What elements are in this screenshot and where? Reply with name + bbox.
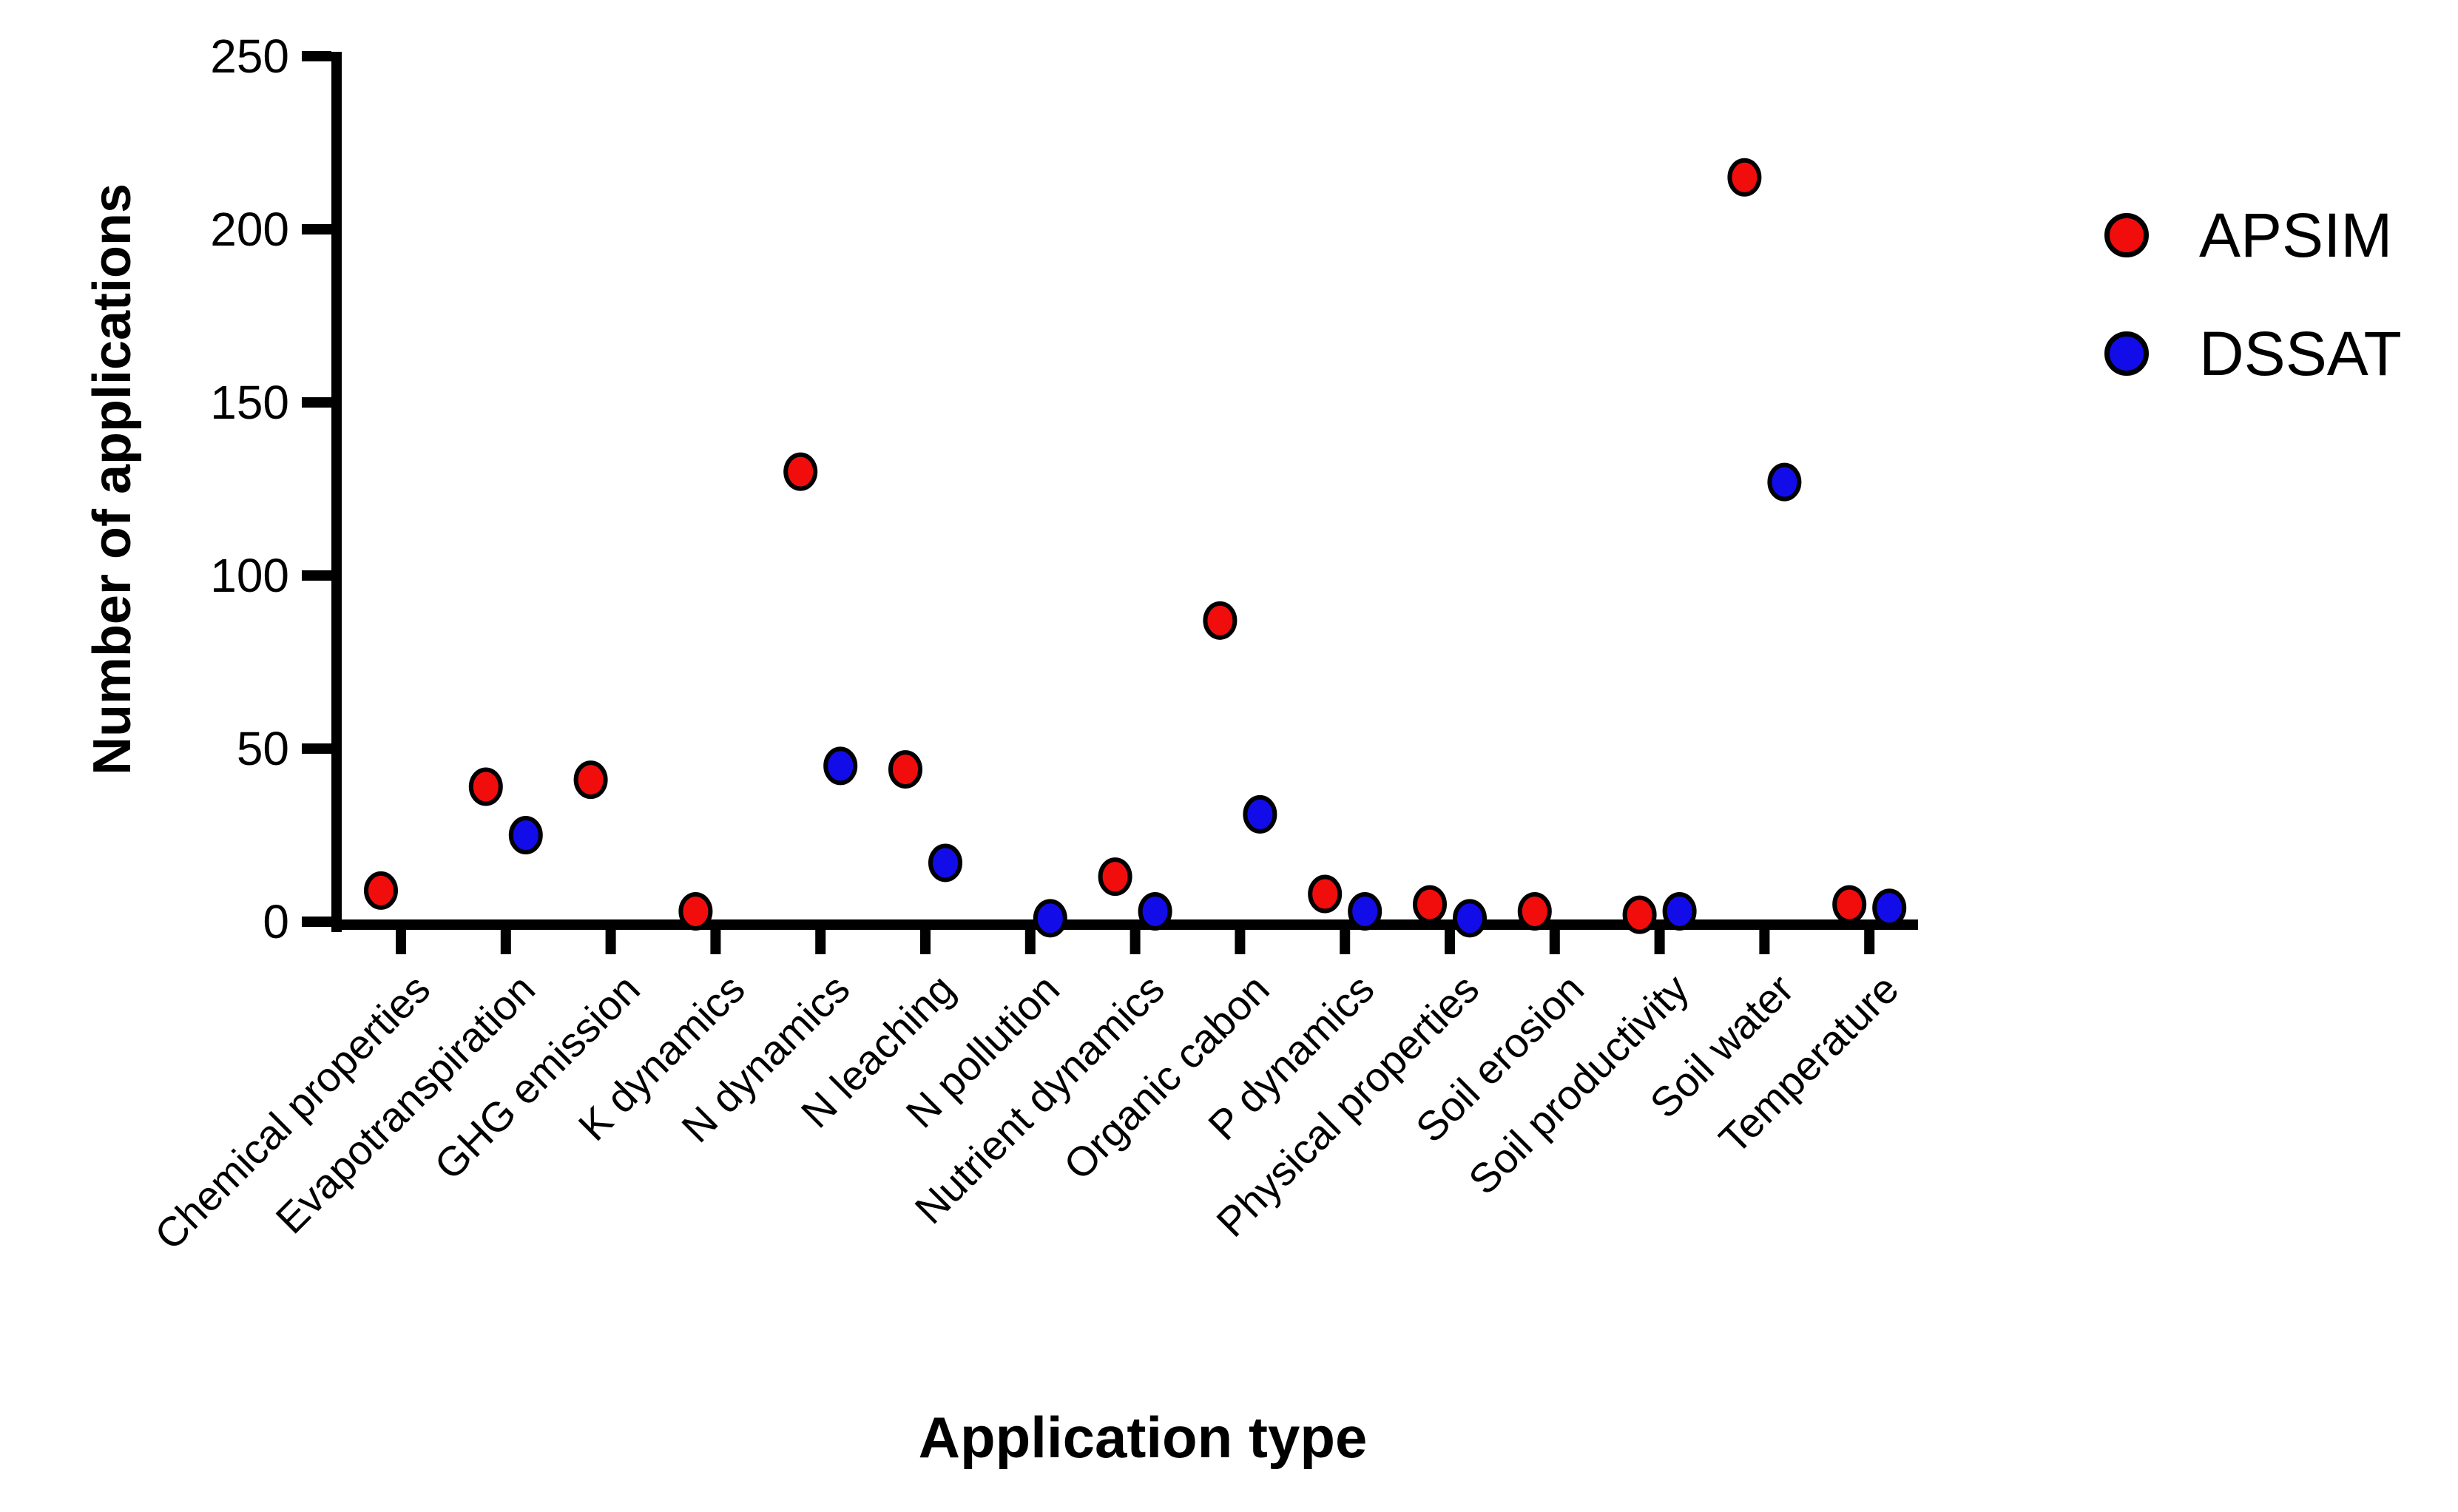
data-point-apsim-soil-erosion [1517,891,1552,931]
legend-item-apsim: APSIM [2104,204,2402,266]
data-point-dssat-n-dynamics [823,746,858,786]
data-point-dssat-nutrient-dynamics [1138,891,1172,931]
x-tick [1759,925,1770,954]
y-tick-label: 200 [210,203,289,256]
data-point-apsim-soil-water [1727,158,1762,197]
apsim-marker-icon [2104,213,2149,257]
y-tick [302,570,331,581]
x-tick [920,925,931,954]
data-point-apsim-chemical-properties [364,871,398,910]
data-point-dssat-temperature [1872,888,1907,928]
data-point-dssat-n-pollution [1033,899,1067,938]
x-tick [710,925,721,954]
legend-label-apsim: APSIM [2199,200,2393,270]
data-point-dssat-evapotranspiration [508,816,543,854]
data-point-apsim-ghg-emission [573,760,608,800]
data-point-apsim-p-dynamics [1308,874,1343,914]
data-point-dssat-organic-cabon [1243,794,1277,834]
legend: APSIM DSSAT [2104,204,2402,385]
x-tick [1235,925,1246,954]
x-tick [1340,925,1351,954]
data-point-apsim-n-leaching [888,750,922,789]
data-point-apsim-n-dynamics [783,452,818,491]
x-tick [605,925,616,954]
y-tick-label: 50 [237,722,289,775]
data-point-apsim-temperature [1832,885,1867,924]
y-axis-line [331,52,342,932]
y-tick [302,51,331,61]
x-tick [1445,925,1455,954]
y-tick [302,743,331,754]
x-tick [1864,925,1875,954]
y-tick-label: 0 [263,895,289,948]
data-point-dssat-p-dynamics [1348,891,1382,931]
data-point-apsim-soil-productivity [1622,895,1657,934]
x-tick [1549,925,1560,954]
y-tick-label: 250 [210,30,289,83]
x-tick [1024,925,1036,954]
legend-label-dssat: DSSAT [2199,319,2402,388]
dssat-marker-icon [2104,331,2149,376]
y-tick [302,917,331,927]
data-point-dssat-soil-water [1767,462,1802,502]
x-tick [500,925,511,954]
x-axis-title: Application type [918,1405,1368,1470]
y-axis-title: Number of applications [83,183,142,776]
data-point-apsim-organic-cabon [1203,601,1238,640]
data-point-apsim-nutrient-dynamics [1098,857,1132,897]
legend-item-dssat: DSSAT [2104,323,2402,385]
data-point-dssat-n-leaching [928,843,962,882]
data-point-apsim-evapotranspiration [468,767,503,806]
data-point-dssat-physical-properties [1453,899,1487,938]
y-tick-label: 150 [210,376,289,429]
x-tick [396,925,406,954]
data-point-apsim-physical-properties [1413,885,1447,924]
x-tick [815,925,826,954]
x-tick [1654,925,1665,954]
data-point-apsim-k-dynamics [678,891,713,931]
x-tick [1130,925,1141,954]
y-tick [302,397,331,408]
y-tick-label: 100 [210,549,289,602]
y-tick [302,224,331,234]
data-point-dssat-soil-productivity [1662,891,1697,931]
